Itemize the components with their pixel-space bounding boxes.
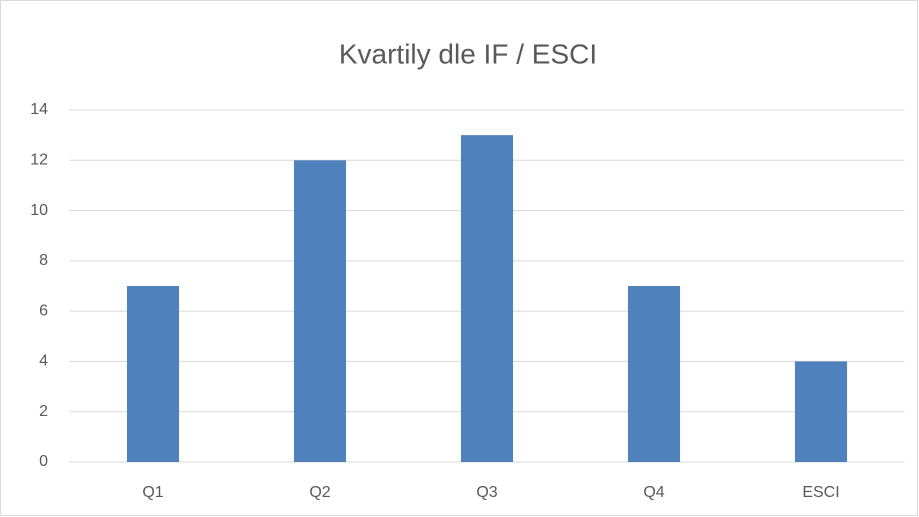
y-tick-label: 4: [39, 353, 48, 370]
y-tick-label: 14: [30, 101, 48, 118]
bar: [794, 361, 848, 462]
x-tick-label: Q2: [309, 484, 330, 501]
chart-title: Kvartily dle IF / ESCI: [339, 38, 597, 69]
y-tick-label: 10: [30, 202, 48, 219]
x-tick-label: Q4: [643, 484, 664, 501]
y-tick-label: 12: [30, 152, 48, 169]
y-tick-label: 6: [39, 302, 48, 319]
bar: [460, 135, 514, 462]
bar: [627, 286, 681, 462]
y-tick-label: 0: [39, 453, 48, 470]
bar: [126, 286, 180, 462]
x-tick-label: ESCI: [802, 484, 839, 501]
y-tick-label: 2: [39, 403, 48, 420]
x-tick-label: Q1: [142, 484, 163, 501]
x-tick-label: Q3: [476, 484, 497, 501]
bar: [293, 160, 347, 463]
y-tick-label: 8: [39, 252, 48, 269]
